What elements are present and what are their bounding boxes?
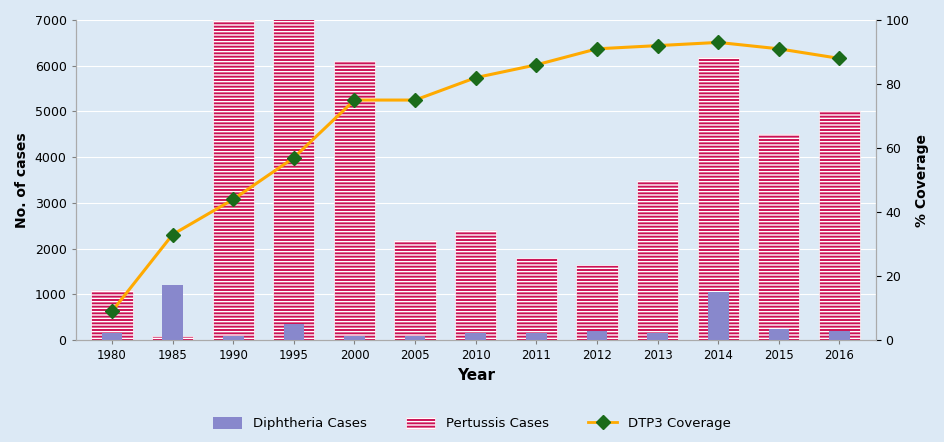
DTP3 Coverage: [348, 97, 360, 103]
Bar: [829, 331, 850, 340]
DTP3 Coverage: [834, 56, 845, 61]
Bar: [818, 111, 860, 340]
DTP3 Coverage: [288, 155, 299, 160]
Bar: [334, 61, 375, 340]
DTP3 Coverage: [107, 309, 118, 314]
DTP3 Coverage: [410, 97, 421, 103]
Bar: [758, 134, 800, 340]
Bar: [455, 230, 497, 340]
Bar: [283, 324, 304, 340]
DTP3 Coverage: [470, 75, 481, 80]
Bar: [577, 265, 617, 340]
Bar: [273, 15, 314, 340]
Bar: [223, 335, 244, 340]
Bar: [405, 335, 426, 340]
Bar: [102, 333, 123, 340]
Y-axis label: % Coverage: % Coverage: [915, 133, 929, 227]
DTP3 Coverage: [531, 62, 542, 68]
DTP3 Coverage: [652, 43, 664, 48]
DTP3 Coverage: [591, 46, 602, 51]
Bar: [92, 290, 132, 340]
X-axis label: Year: Year: [457, 368, 495, 383]
Bar: [526, 333, 547, 340]
Y-axis label: No. of cases: No. of cases: [15, 132, 29, 228]
Line: DTP3 Coverage: DTP3 Coverage: [107, 38, 844, 316]
DTP3 Coverage: [713, 40, 724, 45]
Bar: [708, 292, 729, 340]
Bar: [212, 20, 254, 340]
DTP3 Coverage: [228, 197, 239, 202]
Bar: [152, 335, 194, 340]
Bar: [465, 333, 486, 340]
Bar: [345, 335, 364, 340]
Bar: [698, 57, 739, 340]
Legend: Diphtheria Cases, Pertussis Cases, DTP3 Coverage: Diphtheria Cases, Pertussis Cases, DTP3 …: [208, 412, 736, 435]
Bar: [162, 286, 183, 340]
Bar: [768, 329, 789, 340]
Bar: [637, 180, 678, 340]
Bar: [648, 333, 668, 340]
Bar: [395, 240, 436, 340]
Bar: [586, 331, 607, 340]
DTP3 Coverage: [773, 46, 784, 51]
Bar: [515, 258, 557, 340]
DTP3 Coverage: [167, 232, 178, 237]
